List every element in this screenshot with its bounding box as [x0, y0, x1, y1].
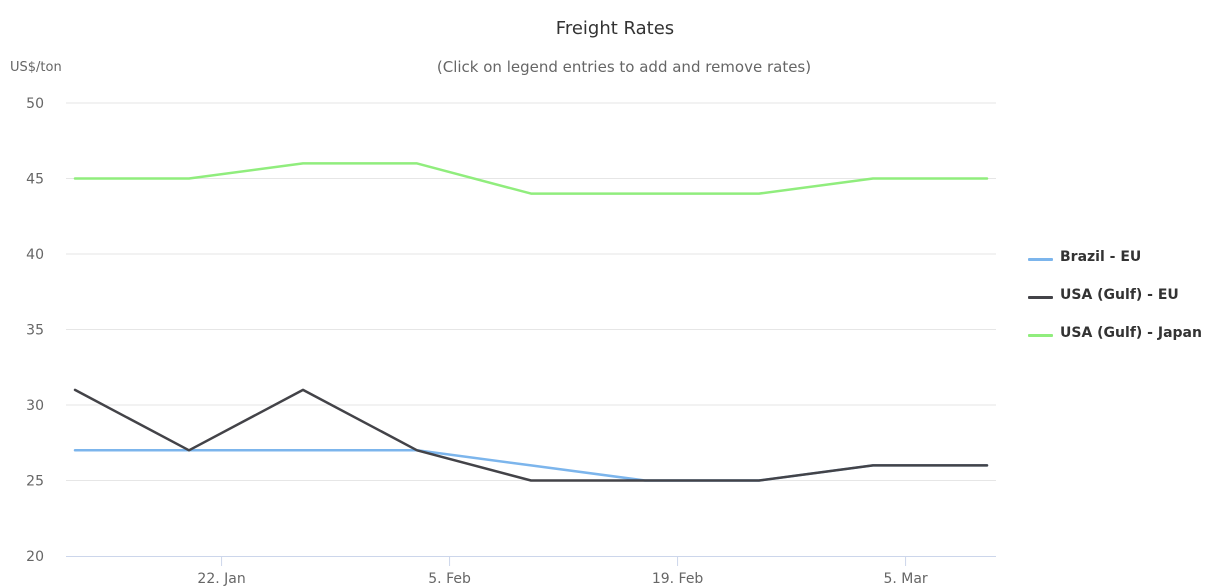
chart-title: Freight Rates	[555, 18, 675, 39]
legend-label-usa-gulf-japan: USA (Gulf) - Japan	[1060, 325, 1202, 341]
x-tick-label: 22. Jan	[197, 571, 245, 587]
x-tick-label: 5. Feb	[428, 571, 471, 587]
chart-subtitle: (Click on legend entries to add and remo…	[436, 58, 812, 76]
legend-swatch-usa-gulf-japan	[1028, 334, 1053, 337]
legend-swatch-brazil-eu	[1028, 258, 1053, 261]
y-tick-label: 45	[26, 172, 44, 188]
x-tick-label: 5. Mar	[883, 571, 927, 587]
legend-label-usa-gulf-eu: USA (Gulf) - EU	[1060, 287, 1179, 303]
series-line-usa-gulf-eu	[73, 388, 989, 482]
legend-label-brazil-eu: Brazil - EU	[1060, 249, 1142, 265]
y-tick-label: 40	[26, 247, 44, 263]
series-line-usa-gulf-japan	[73, 162, 989, 195]
y-tick-label: 50	[26, 96, 44, 112]
legend-swatch-usa-gulf-eu	[1028, 296, 1053, 299]
y-tick-label: 30	[26, 398, 44, 414]
y-tick-label: 35	[26, 323, 44, 339]
y-tick-label: 20	[26, 549, 44, 565]
x-tick-label: 19. Feb	[652, 571, 704, 587]
series-line-brazil-eu	[73, 449, 989, 482]
y-tick-label: 25	[26, 474, 44, 490]
y-axis-label: US$/ton	[10, 60, 62, 75]
